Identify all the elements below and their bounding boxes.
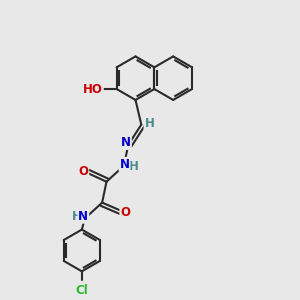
Text: O: O: [78, 165, 88, 178]
Text: N: N: [121, 136, 131, 149]
Text: N: N: [119, 158, 130, 171]
Text: HO: HO: [83, 82, 103, 96]
Text: O: O: [120, 206, 130, 219]
Text: H: H: [145, 117, 154, 130]
Text: Cl: Cl: [76, 284, 88, 297]
Text: N: N: [78, 210, 88, 223]
Text: H: H: [129, 160, 139, 173]
Text: H: H: [72, 210, 82, 223]
